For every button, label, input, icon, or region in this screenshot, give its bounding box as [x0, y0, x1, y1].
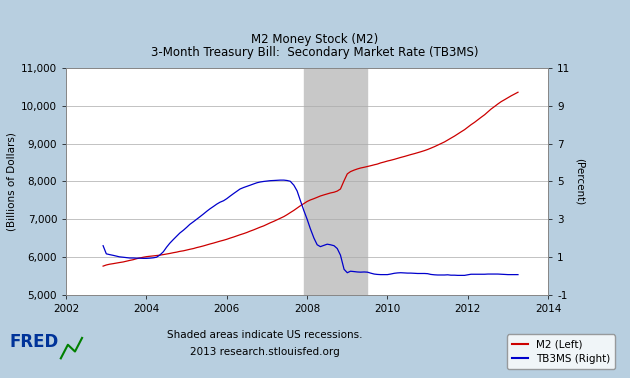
- Y-axis label: (Billions of Dollars): (Billions of Dollars): [7, 132, 17, 231]
- Text: FRED: FRED: [9, 333, 59, 351]
- Text: M2 Money Stock (M2): M2 Money Stock (M2): [251, 33, 379, 46]
- Y-axis label: (Percent): (Percent): [575, 158, 584, 205]
- Text: 2013 research.stlouisfed.org: 2013 research.stlouisfed.org: [190, 347, 340, 357]
- Text: 3-Month Treasury Bill:  Secondary Market Rate (TB3MS): 3-Month Treasury Bill: Secondary Market …: [151, 46, 479, 59]
- Bar: [304, 68, 367, 295]
- Legend: M2 (Left), TB3MS (Right): M2 (Left), TB3MS (Right): [507, 335, 616, 369]
- Text: Shaded areas indicate US recessions.: Shaded areas indicate US recessions.: [167, 330, 362, 339]
